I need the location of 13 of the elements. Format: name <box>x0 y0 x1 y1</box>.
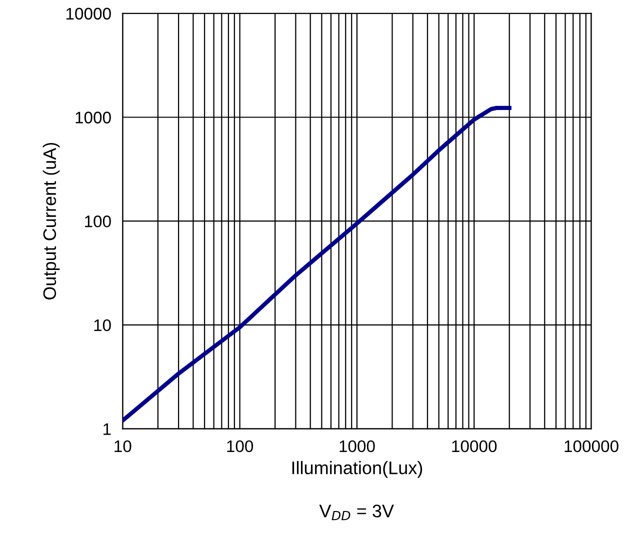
text: V$_{DD}$ = 3V <box>319 504 394 520</box>
y-tick-label: 1 <box>104 423 111 435</box>
x-tick-label: 10 <box>114 440 132 452</box>
x-tick-label: 10000 <box>452 440 497 452</box>
y-axis-title: Output Current (uA) <box>42 142 60 300</box>
x-tick-label: 1000 <box>340 440 375 452</box>
x-tick-label: 100000 <box>564 440 618 452</box>
x-tick-label: 100 <box>227 440 254 452</box>
y-tick-label: 100 <box>85 216 111 228</box>
x-axis-title: Illumination(Lux) <box>292 461 422 478</box>
y-tick-label: 1000 <box>76 112 111 124</box>
y-tick-label: 10000 <box>66 8 111 20</box>
y-tick-label: 10 <box>94 319 111 332</box>
